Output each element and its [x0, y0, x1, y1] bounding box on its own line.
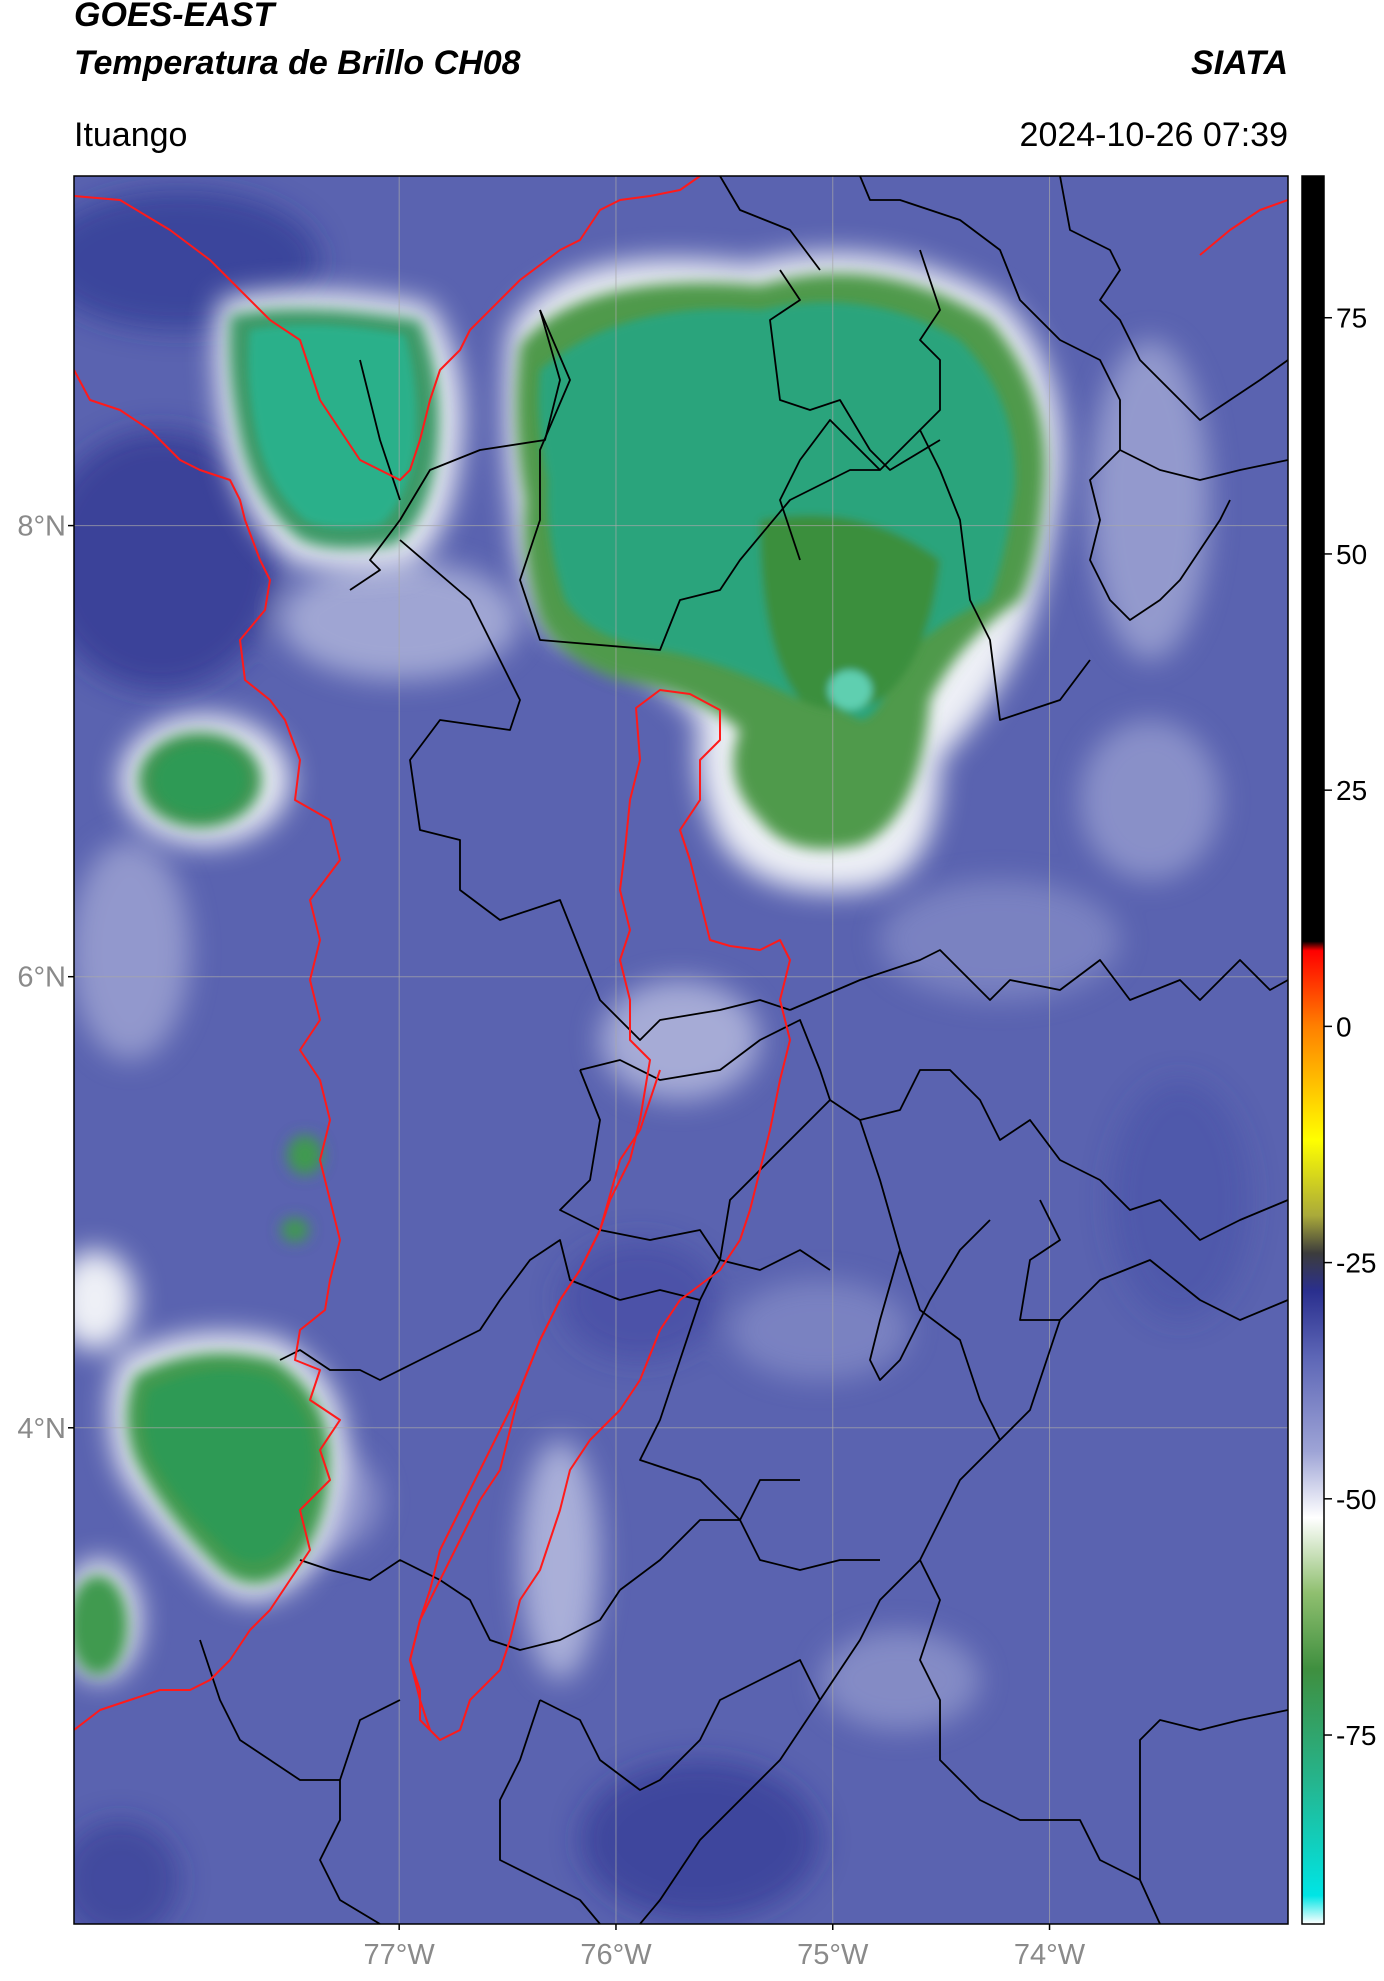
- colorbar-tick-label: 0: [1336, 1011, 1352, 1042]
- lon-label: 74°W: [1014, 1939, 1086, 1971]
- location-label: Ituango: [74, 116, 188, 154]
- longitude-labels: 77°W 76°W 75°W 74°W: [364, 1924, 1086, 1971]
- coastline-northeast: [1199, 199, 1288, 256]
- organization-label: SIATA: [1191, 44, 1288, 82]
- satellite-title: GOES-EAST: [74, 0, 275, 34]
- cloud-tops: [74, 253, 1062, 1680]
- colorbar-tick-label: 75: [1336, 303, 1367, 334]
- lon-label: 75°W: [797, 1939, 869, 1971]
- map-frame: [73, 175, 1289, 1925]
- highlight-region-west: [409, 1069, 661, 1731]
- lat-label: 4°N: [17, 1413, 66, 1445]
- colorbar-tick-label: -75: [1336, 1720, 1376, 1751]
- map-panel: [74, 176, 1288, 1924]
- highlight-region: [409, 689, 791, 1741]
- lon-label: 77°W: [364, 1939, 436, 1971]
- lon-label: 76°W: [580, 1939, 652, 1971]
- coastline-pacific: [74, 369, 341, 1731]
- colorbar-ticks: 75 50 25 0 -25 -50 -75: [1324, 303, 1376, 1751]
- gridlines: [74, 176, 1288, 1924]
- highlight-borders: [74, 176, 1288, 1741]
- cloud-cores: [145, 302, 1016, 1562]
- timestamp-label: 2024-10-26 07:39: [1019, 116, 1288, 154]
- colorbar-gradient: [1301, 175, 1325, 1925]
- colorbar-tick-label: -25: [1336, 1248, 1376, 1279]
- department-borders: [199, 176, 1288, 1924]
- colorbar-tick-label: 50: [1336, 539, 1367, 570]
- colorbar-tick-label: 25: [1336, 775, 1367, 806]
- colorbar: 75 50 25 0 -25 -50 -75: [1301, 175, 1376, 1925]
- coastline-caribbean: [74, 176, 701, 481]
- latitude-labels: 8°N 6°N 4°N: [17, 511, 74, 1445]
- product-title: Temperatura de Brillo CH08: [74, 44, 521, 82]
- lat-label: 8°N: [17, 511, 66, 543]
- lat-label: 6°N: [17, 962, 66, 994]
- colorbar-tick-label: -50: [1336, 1484, 1376, 1515]
